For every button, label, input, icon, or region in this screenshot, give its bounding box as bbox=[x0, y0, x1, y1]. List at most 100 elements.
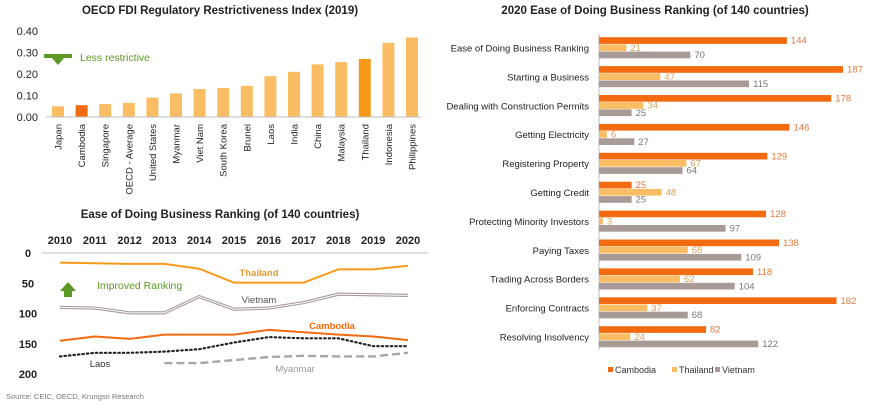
bar-thailand bbox=[599, 246, 688, 254]
y-tick-label: 100 bbox=[19, 309, 37, 321]
data-label: 37 bbox=[651, 303, 662, 314]
bar-thailand bbox=[599, 188, 662, 196]
data-label: 67 bbox=[690, 159, 701, 170]
annotation-label: Improved Ranking bbox=[97, 280, 182, 292]
legend-label-thailand: Thailand bbox=[679, 365, 714, 375]
bar-vietnam bbox=[599, 253, 742, 261]
data-label: 3 bbox=[607, 216, 612, 227]
x-tick-label: 2010 bbox=[48, 235, 72, 247]
data-label: 129 bbox=[771, 151, 787, 162]
data-label: 115 bbox=[753, 79, 768, 90]
category-label: Enforcing Contracts bbox=[506, 304, 590, 315]
bar-malaysia bbox=[335, 62, 348, 117]
data-label: 82 bbox=[710, 325, 721, 336]
y-tick-label: 150 bbox=[19, 339, 37, 351]
bar-oecd-average bbox=[122, 102, 135, 117]
x-tick-label: Thailand bbox=[360, 124, 371, 160]
annotation-label: Less restrictive bbox=[80, 52, 150, 64]
series-label-thailand: Thailand bbox=[239, 268, 278, 279]
bar-vietnam bbox=[599, 196, 632, 203]
data-label: 109 bbox=[745, 252, 761, 263]
legend-label-cambodia: Cambodia bbox=[615, 365, 656, 375]
x-tick-label: 2012 bbox=[117, 235, 141, 247]
bar-myanmar bbox=[170, 93, 182, 117]
hbar-chart-title: 2020 Ease of Doing Business Ranking (of … bbox=[501, 5, 809, 17]
data-label: 64 bbox=[687, 166, 698, 177]
line-thailand bbox=[59, 261, 409, 284]
bar-thailand bbox=[599, 275, 680, 283]
bar-vietnam bbox=[599, 225, 726, 232]
data-label: 47 bbox=[664, 72, 675, 83]
bar-cambodia bbox=[599, 297, 837, 304]
data-label: 122 bbox=[762, 339, 778, 350]
bar-thailand bbox=[599, 304, 648, 312]
category-label: Paying Taxes bbox=[533, 246, 590, 257]
y-tick-label: 0 bbox=[25, 248, 31, 260]
series-label-myanmar: Myanmar bbox=[275, 364, 315, 375]
line-myanmar bbox=[164, 351, 409, 365]
data-label: 21 bbox=[630, 43, 641, 54]
x-tick-label: 2014 bbox=[187, 235, 212, 247]
x-tick-label: 2015 bbox=[222, 235, 246, 247]
x-tick-label: Viet Nam bbox=[195, 124, 206, 163]
y-tick-label: 0.30 bbox=[17, 48, 38, 60]
category-label: Resolving Insolvency bbox=[500, 333, 589, 344]
x-tick-label: OECD - Average bbox=[124, 124, 135, 195]
bar-cambodia bbox=[599, 37, 787, 44]
x-tick-label: Japan bbox=[54, 124, 65, 150]
bar-india bbox=[288, 71, 300, 117]
data-label: 62 bbox=[684, 274, 695, 285]
series-label-laos: Laos bbox=[90, 359, 111, 370]
x-tick-label: Malaysia bbox=[337, 123, 348, 161]
x-tick-label: 2011 bbox=[83, 235, 107, 247]
x-tick-label: 2016 bbox=[257, 235, 281, 247]
bar-cambodia bbox=[599, 181, 632, 189]
data-label: 97 bbox=[730, 224, 741, 235]
x-tick-label: 2020 bbox=[396, 235, 420, 247]
bar-thailand bbox=[599, 160, 687, 167]
bar-vietnam bbox=[599, 51, 691, 59]
data-label: 118 bbox=[757, 267, 772, 278]
bar-thailand bbox=[599, 44, 627, 52]
category-label: Registering Property bbox=[502, 159, 589, 170]
bar-japan bbox=[52, 106, 64, 117]
data-label: 68 bbox=[692, 245, 703, 256]
bar-vietnam bbox=[599, 311, 688, 319]
x-tick-label: Laos bbox=[266, 124, 277, 145]
bar-laos bbox=[264, 76, 277, 117]
bar-thailand bbox=[599, 102, 644, 109]
data-label: 34 bbox=[647, 101, 658, 112]
bar-cambodia bbox=[599, 123, 790, 131]
y-tick-label: 0.00 bbox=[17, 112, 38, 124]
bar-cambodia bbox=[75, 105, 88, 117]
bar-vietnam bbox=[599, 340, 759, 348]
line-laos bbox=[58, 335, 410, 358]
category-label: Dealing with Construction Permits bbox=[446, 101, 589, 112]
data-label: 182 bbox=[841, 296, 857, 307]
x-tick-label: Philippines bbox=[408, 124, 419, 170]
category-label: Starting a Business bbox=[507, 72, 589, 83]
bar-cambodia bbox=[599, 326, 707, 333]
x-tick-label: Cambodia bbox=[77, 123, 88, 167]
bar-vietnam bbox=[599, 138, 635, 145]
category-label: Trading Across Borders bbox=[490, 275, 589, 286]
x-tick-label: 2017 bbox=[291, 235, 315, 247]
bar-cambodia bbox=[599, 239, 780, 247]
x-tick-label: Brunei bbox=[242, 124, 253, 151]
category-label: Getting Credit bbox=[530, 188, 589, 199]
x-tick-label: 2013 bbox=[152, 235, 176, 247]
x-tick-label: South Korea bbox=[219, 123, 230, 177]
y-tick-label: 200 bbox=[19, 369, 37, 381]
bar-philippines bbox=[406, 37, 418, 118]
legend-swatch-vietnam bbox=[715, 367, 720, 372]
data-label: 144 bbox=[791, 36, 807, 47]
data-label: 48 bbox=[666, 187, 677, 198]
data-label: 6 bbox=[611, 130, 616, 141]
x-tick-label: China bbox=[313, 123, 324, 149]
bar-vietnam bbox=[599, 80, 750, 88]
x-tick-label: Indonesia bbox=[384, 123, 395, 165]
bar-vietnam bbox=[599, 167, 683, 174]
data-label: 70 bbox=[694, 50, 705, 61]
data-label: 128 bbox=[770, 209, 786, 220]
y-tick-label: 0.10 bbox=[17, 91, 38, 103]
